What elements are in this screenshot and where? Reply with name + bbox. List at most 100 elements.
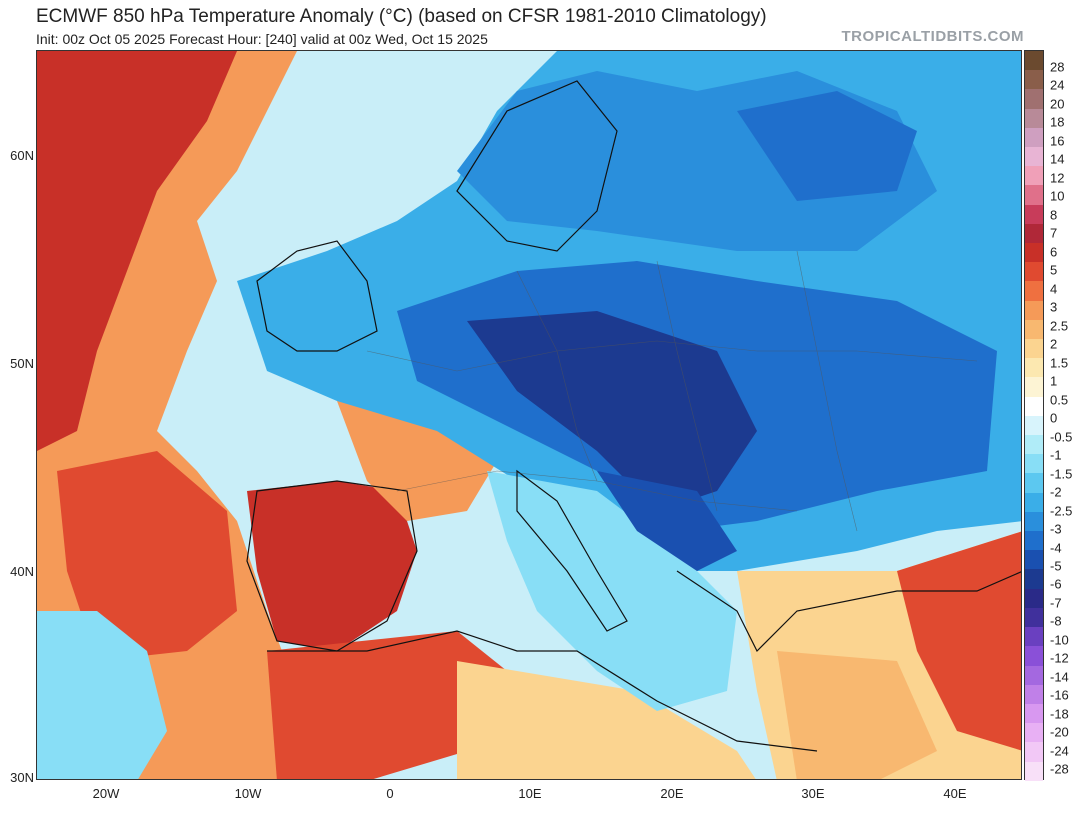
colorbar-tick-label: 7 <box>1050 225 1058 241</box>
north-africa-coastline <box>267 630 818 752</box>
colorbar-tick-label: -20 <box>1050 724 1069 740</box>
colorbar-swatch <box>1025 742 1043 762</box>
colorbar-tick-label: -7 <box>1050 595 1062 611</box>
colorbar-tick-label: -28 <box>1050 761 1069 777</box>
atlantic-hot-core <box>37 51 237 451</box>
balkans-cold-area <box>597 471 737 571</box>
atlantic-cool-patch <box>37 611 167 779</box>
map-title: ECMWF 850 hPa Temperature Anomaly (°C) (… <box>36 6 767 27</box>
north-africa-warm-area <box>267 631 507 779</box>
near-east-warm-area <box>777 651 937 779</box>
colorbar-tick-label: 3 <box>1050 299 1058 315</box>
lon-label-0: 0 <box>386 786 394 801</box>
colorbar-swatch <box>1025 703 1043 724</box>
colorbar-swatch <box>1025 761 1043 781</box>
colorbar-tick-label: -10 <box>1050 632 1069 648</box>
colorbar-tick-label: -16 <box>1050 687 1069 703</box>
colorbar-tick-label: 2.5 <box>1050 318 1069 334</box>
colorbar-tick-label: 2 <box>1050 336 1058 352</box>
colorbar-swatch <box>1025 435 1043 455</box>
colorbar-swatch <box>1025 684 1043 704</box>
colorbar-tick-label: -1.5 <box>1050 466 1073 482</box>
border-line <box>516 270 598 482</box>
colorbar-swatch <box>1025 607 1043 628</box>
colorbar-tick-label: 12 <box>1050 170 1065 186</box>
colorbar-tick-label: 4 <box>1050 281 1058 297</box>
middle-east-hot-area <box>897 531 1021 751</box>
colorbar-swatch <box>1025 473 1043 493</box>
colorbar-swatch <box>1025 243 1043 263</box>
colorbar-swatch <box>1025 223 1043 244</box>
colorbar-swatch <box>1025 588 1043 608</box>
colorbar-tick-label: -4 <box>1050 540 1062 555</box>
colorbar-tick-label: 28 <box>1050 59 1065 75</box>
lon-label-20e: 20E <box>660 786 684 801</box>
colorbar-tick-label: -8 <box>1050 613 1062 629</box>
colorbar-tick-label: -1 <box>1050 447 1062 463</box>
colorbar-tick-label: 8 <box>1050 207 1058 223</box>
uk-coastline <box>256 240 378 352</box>
colorbar-tick-label: -2.5 <box>1050 503 1073 519</box>
colorbar-tick-label: -0.5 <box>1050 429 1073 445</box>
colorbar-swatch <box>1025 262 1043 282</box>
colorbar-tick-label: 18 <box>1050 114 1065 130</box>
colorbar-swatch <box>1025 166 1043 186</box>
border-line <box>366 340 978 372</box>
colorbar-tick-label: -6 <box>1050 576 1062 592</box>
colorbar-swatch <box>1025 185 1043 205</box>
map-subtitle: Init: 00z Oct 05 2025 Forecast Hour: [24… <box>36 31 488 47</box>
lon-label-20w: 20W <box>92 786 120 801</box>
lon-label-30e: 30E <box>801 786 825 801</box>
colorbar-tick-label: 6 <box>1050 244 1058 260</box>
colorbar-tick-label: 20 <box>1050 96 1065 112</box>
atlantic-warm-band <box>57 451 237 661</box>
colorbar-tick-label: -14 <box>1050 669 1069 685</box>
colorbar-tick-label: 16 <box>1050 133 1065 149</box>
colorbar-swatch <box>1025 89 1043 109</box>
colorbar-swatch <box>1025 204 1043 224</box>
colorbar-tick-label: 10 <box>1050 188 1065 204</box>
lat-label-50n: 50N <box>10 356 34 371</box>
colorbar-swatch <box>1025 319 1043 340</box>
colorbar-swatch <box>1025 646 1043 666</box>
colorbar-tick-label: 1.5 <box>1050 355 1069 371</box>
colorbar-tick-label: -5 <box>1050 558 1062 574</box>
colorbar-swatch <box>1025 492 1043 512</box>
colorbar-swatch <box>1025 377 1043 397</box>
colorbar-swatch <box>1025 147 1043 167</box>
colorbar-tick-label: -24 <box>1050 743 1069 759</box>
italy-coastline <box>516 469 628 632</box>
mediterranean-cool-area <box>487 471 737 711</box>
colorbar-swatch <box>1025 627 1043 647</box>
colorbar-swatch <box>1025 454 1043 474</box>
map-canvas <box>37 51 1021 779</box>
colorbar-swatch <box>1025 569 1043 589</box>
colorbar-swatch <box>1025 339 1043 359</box>
colorbar-swatch <box>1025 70 1043 90</box>
colorbar <box>1024 50 1044 781</box>
colorbar-tick-label: 0.5 <box>1050 392 1069 408</box>
lat-label-30n: 30N <box>10 770 34 785</box>
lat-label-60n: 60N <box>10 148 34 163</box>
colorbar-tick-label: -18 <box>1050 706 1069 722</box>
colorbar-swatch <box>1025 665 1043 685</box>
lon-label-40e: 40E <box>943 786 967 801</box>
iberia-coastline <box>246 480 418 652</box>
colorbar-swatch <box>1025 127 1043 148</box>
colorbar-swatch <box>1025 531 1043 551</box>
temperature-anomaly-map <box>36 50 1022 780</box>
border-line <box>796 250 858 532</box>
central-europe-coldest <box>467 311 757 511</box>
lat-label-40n: 40N <box>10 564 34 579</box>
colorbar-tick-label: 14 <box>1050 151 1065 167</box>
coastlines <box>246 80 1021 752</box>
colorbar-tick-label: 24 <box>1050 77 1065 93</box>
colorbar-swatch <box>1025 396 1043 416</box>
colorbar-tick-label: 0 <box>1050 410 1058 426</box>
russia-cold-patch <box>737 91 917 201</box>
scandinavia-coastline <box>456 80 618 252</box>
colorbar-tick-label: -3 <box>1050 521 1062 537</box>
colorbar-swatch <box>1025 108 1043 128</box>
colorbar-tick-label: 1 <box>1050 373 1058 389</box>
colorbar-swatch <box>1025 723 1043 743</box>
